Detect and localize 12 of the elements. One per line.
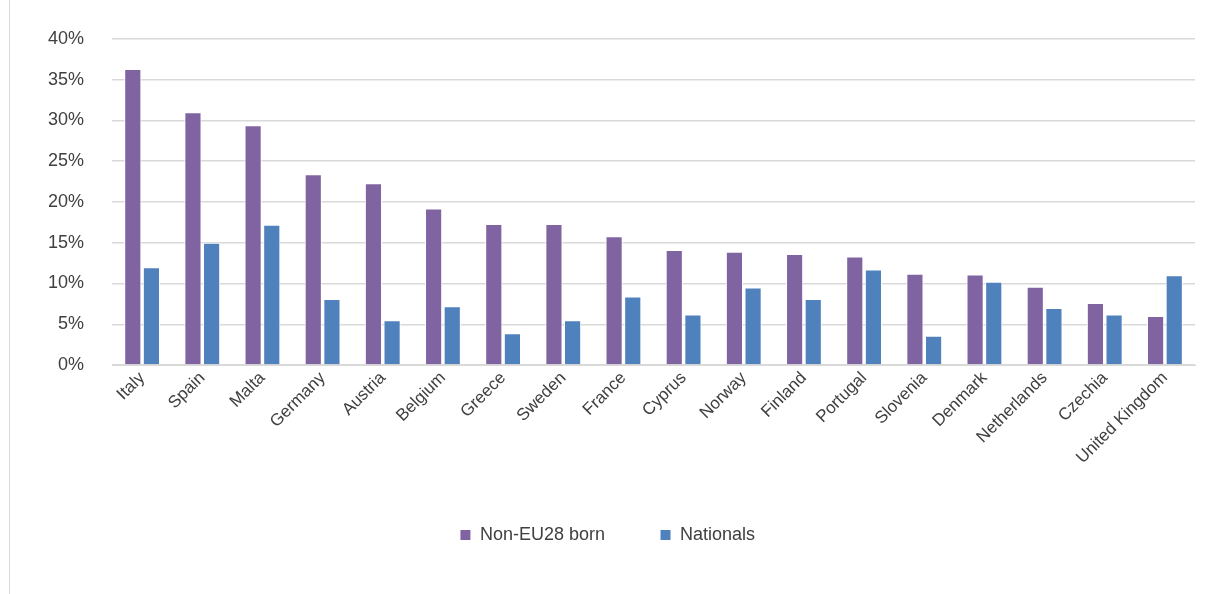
y-tick-label: 5%	[58, 313, 85, 334]
y-tick-label: 15%	[48, 231, 85, 252]
y-tick-label: 10%	[48, 272, 85, 293]
x-tick-label: Italy	[112, 367, 149, 404]
y-tick-label: 0%	[58, 354, 85, 375]
y-tick-label: 30%	[48, 109, 85, 130]
y-tick-label: 35%	[48, 68, 85, 89]
legend-label: Non-EU28 born	[479, 523, 606, 544]
y-tick-label: 40%	[48, 27, 85, 48]
y-tick-label: 20%	[48, 190, 85, 211]
legend-label: Nationals	[680, 523, 756, 544]
y-tick-label: 25%	[48, 150, 85, 171]
